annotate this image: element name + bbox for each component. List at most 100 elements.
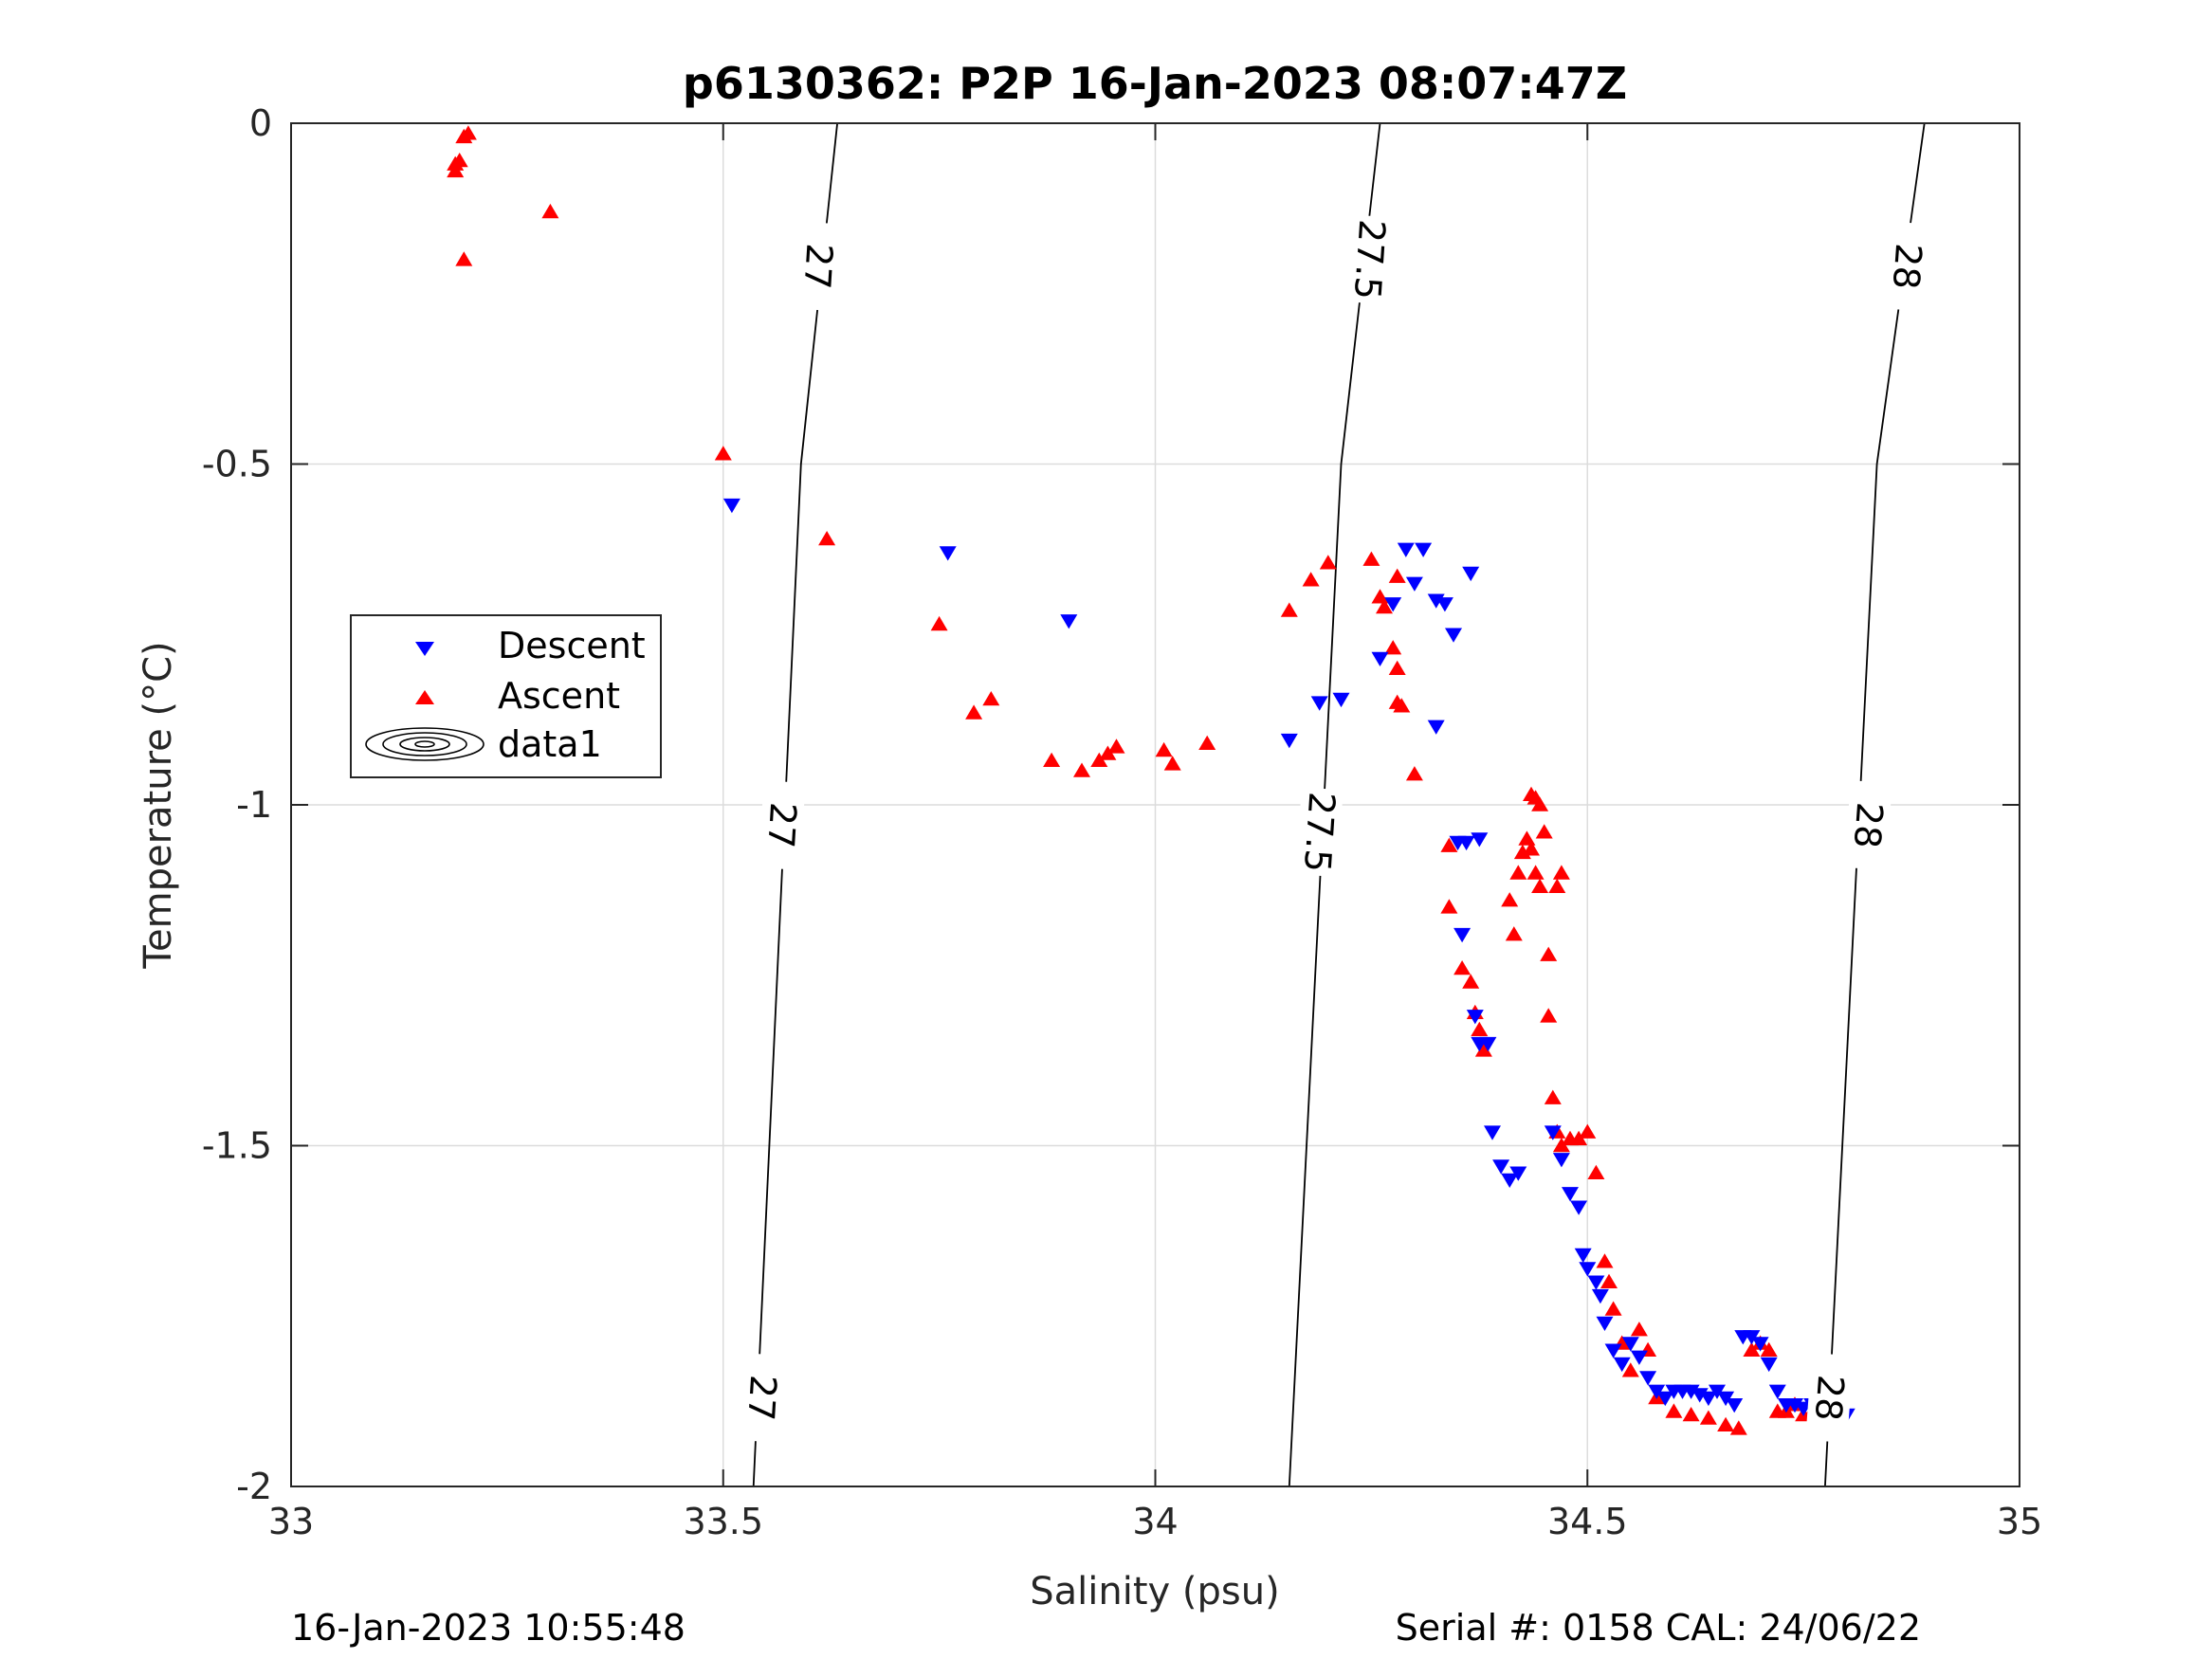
descent-point-30 <box>1570 1200 1588 1215</box>
ascent-point-38 <box>1474 1042 1492 1057</box>
ascent-point-23 <box>1362 551 1380 566</box>
descent-point-17 <box>1449 835 1467 851</box>
legend-ascent-marker <box>415 690 434 704</box>
contour-label-28-1: 28 <box>1846 801 1891 849</box>
x-tick-label-1: 33.5 <box>683 1501 763 1542</box>
descent-point-27 <box>1544 1125 1562 1140</box>
axes <box>290 122 2020 1487</box>
legend-ascent-label: Ascent <box>498 675 620 717</box>
ascent-point-30 <box>1388 568 1406 583</box>
descent-point-38 <box>1621 1337 1639 1352</box>
descent-point-48 <box>1709 1384 1726 1399</box>
descent-point-55 <box>1768 1384 1786 1399</box>
ascent-point-60 <box>1596 1253 1614 1268</box>
descent-point-1 <box>939 546 957 561</box>
x-tick-label-0: 33 <box>268 1501 314 1542</box>
ascent-point-47 <box>1526 865 1545 880</box>
descent-point-33 <box>1587 1275 1605 1290</box>
ascent-point-3 <box>459 125 477 140</box>
ascent-point-26 <box>1384 640 1402 655</box>
ascent-point-69 <box>1682 1407 1700 1422</box>
contour-label-bg-27.5-1 <box>1345 214 1394 305</box>
ascent-point-65 <box>1630 1322 1648 1337</box>
ascent-point-84 <box>1552 865 1570 880</box>
contour-label-bg-28-2 <box>1883 221 1931 312</box>
descent-point-4 <box>1310 696 1328 711</box>
descent-point-13 <box>1435 597 1453 612</box>
ascent-point-12 <box>1043 752 1061 767</box>
descent-point-42 <box>1656 1391 1674 1407</box>
ascent-point-37 <box>1471 1021 1489 1036</box>
ascent-point-1 <box>447 162 465 178</box>
descent-point-19 <box>1453 927 1472 943</box>
contour-label-27.5-0: 27.5 <box>1296 791 1344 873</box>
x-tick-label-2: 34 <box>1132 1501 1178 1542</box>
descent-point-3 <box>1280 733 1298 749</box>
ascent-point-71 <box>1717 1416 1735 1431</box>
descent-point-50 <box>1726 1398 1744 1413</box>
descent-point-11 <box>1427 720 1445 735</box>
ascent-point-15 <box>1099 745 1117 760</box>
ascent-point-53 <box>1544 1089 1562 1104</box>
contour-label-27-0: 27 <box>740 1374 784 1422</box>
ascent-point-68 <box>1665 1403 1683 1418</box>
contour-label-bg-28-1 <box>1844 780 1892 871</box>
ascent-point-11 <box>982 691 1000 706</box>
ascent-point-9 <box>930 615 948 631</box>
descent-point-28 <box>1552 1153 1570 1168</box>
x-axis-label: Salinity (psu) <box>1030 1570 1279 1613</box>
ascent-point-13 <box>1073 762 1090 777</box>
y-tick-label-0: 0 <box>249 102 272 144</box>
ascent-point-27 <box>1388 660 1406 675</box>
descent-point-6 <box>1371 651 1389 666</box>
legend-box <box>350 614 662 778</box>
legend-descent-marker <box>415 642 434 656</box>
y-tick-label-2: -1 <box>236 784 272 826</box>
descent-point-0 <box>722 498 740 514</box>
descent-point-7 <box>1384 597 1402 612</box>
contour-label-bg-27-1 <box>758 780 806 870</box>
contour-label-27.5-1: 27.5 <box>1346 218 1394 301</box>
descent-point-40 <box>1639 1371 1657 1386</box>
descent-point-22 <box>1479 1036 1497 1052</box>
descent-point-5 <box>1332 692 1350 708</box>
tick-labels: 33 33.5 34 34.5 35 0 -0.5 -1 -1.5 -2 <box>202 102 2042 1542</box>
ascent-point-58 <box>1579 1123 1597 1139</box>
descent-point-36 <box>1604 1343 1622 1358</box>
ascent-point-18 <box>1163 756 1181 771</box>
descent-point-10 <box>1415 542 1433 557</box>
descent-point-39 <box>1630 1350 1648 1365</box>
descent-point-20 <box>1466 1010 1484 1025</box>
y-axis-label: Temperature (°C) <box>137 641 180 969</box>
contour-labels: 27 27 27 27.5 27.5 28 28 28 <box>738 214 1931 1444</box>
descent-point-53 <box>1751 1337 1769 1352</box>
ascent-point-75 <box>1760 1341 1778 1357</box>
descent-point-49 <box>1717 1391 1735 1407</box>
legend-descent-label: Descent <box>498 625 646 666</box>
ascent-point-32 <box>1440 837 1458 852</box>
legend-contour-icon <box>365 727 484 761</box>
x-tick-label-4: 35 <box>1997 1501 2042 1542</box>
descent-point-35 <box>1596 1316 1614 1331</box>
ascent-point-50 <box>1535 824 1553 839</box>
ascent-point-83 <box>1548 878 1566 893</box>
descent-point-18 <box>1471 832 1489 848</box>
descent-point-9 <box>1405 576 1423 592</box>
ascent-point-70 <box>1699 1410 1717 1425</box>
descent-point-25 <box>1501 1173 1519 1188</box>
descent-point-29 <box>1562 1187 1579 1202</box>
ascent-point-59 <box>1587 1164 1605 1179</box>
contour-label-bg-28-0 <box>1805 1353 1854 1444</box>
descent-point-24 <box>1492 1159 1510 1175</box>
descent-point-2 <box>1060 614 1078 629</box>
x-tick-label-3: 34.5 <box>1547 1501 1628 1542</box>
descent-point-47 <box>1699 1391 1717 1407</box>
ascent-point-16 <box>1107 738 1125 754</box>
descent-point-23 <box>1484 1125 1501 1140</box>
contour-label-27-2: 27 <box>796 243 841 291</box>
ascent-point-44 <box>1523 841 1540 856</box>
ascent-series <box>447 125 1847 1435</box>
legend: Descent Ascent data1 <box>350 614 662 778</box>
descent-point-54 <box>1760 1357 1778 1373</box>
contour-label-28-0: 28 <box>1807 1374 1852 1422</box>
